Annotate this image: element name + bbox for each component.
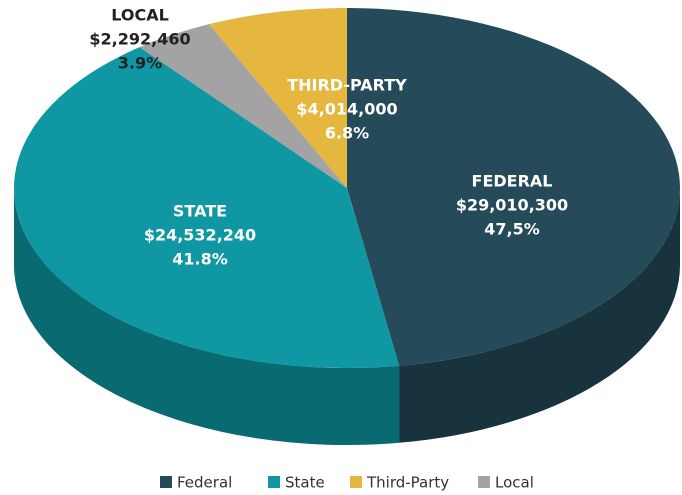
legend-label: Third-Party bbox=[366, 474, 449, 492]
pie-side bbox=[399, 188, 680, 443]
slice-name: THIRD-PARTY bbox=[287, 76, 407, 95]
slice-name: STATE bbox=[173, 202, 227, 221]
slice-percent: 6.8% bbox=[325, 124, 369, 143]
pie-slice bbox=[13, 47, 400, 369]
slice-percent: 41.8% bbox=[172, 250, 228, 269]
pie-slice bbox=[209, 8, 347, 188]
legend-label: Local bbox=[495, 474, 534, 492]
pie-side-shade bbox=[399, 188, 680, 443]
legend-swatch bbox=[268, 476, 280, 488]
legend-swatch bbox=[478, 476, 490, 488]
pie-slice bbox=[139, 24, 347, 189]
pie-side bbox=[14, 188, 400, 445]
legend-label: Federal bbox=[177, 474, 232, 492]
legend-label: State bbox=[285, 474, 325, 492]
slice-name: LOCAL bbox=[111, 6, 169, 25]
legend-swatch bbox=[350, 476, 362, 488]
slice-amount: $29,010,300 bbox=[456, 196, 568, 215]
pie-slice bbox=[347, 8, 681, 366]
slice-amount: $4,014,000 bbox=[296, 100, 397, 119]
slice-name: FEDERAL bbox=[472, 172, 553, 191]
slice-percent: 47,5% bbox=[484, 220, 540, 239]
slice-percent: 3.9% bbox=[118, 54, 162, 73]
pie-side-shade bbox=[14, 188, 400, 445]
slice-amount: $2,292,460 bbox=[89, 30, 190, 49]
slice-amount: $24,532,240 bbox=[144, 226, 256, 245]
legend-swatch bbox=[160, 476, 172, 488]
